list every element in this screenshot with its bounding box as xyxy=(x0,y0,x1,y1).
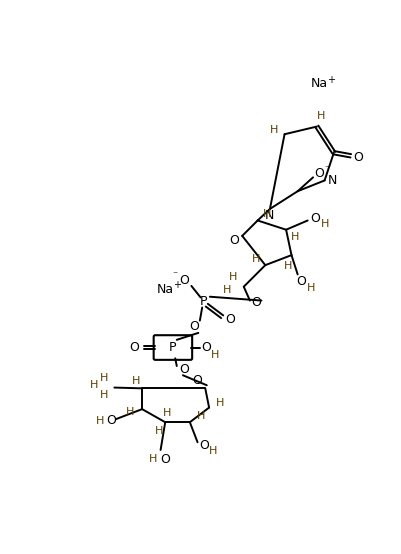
Text: H: H xyxy=(306,283,315,293)
Text: O: O xyxy=(200,341,211,354)
Text: O: O xyxy=(178,274,188,287)
Text: O: O xyxy=(251,296,260,309)
Text: O: O xyxy=(314,167,323,180)
Text: H: H xyxy=(90,380,98,390)
Text: O: O xyxy=(310,212,320,225)
Text: +: + xyxy=(172,280,180,290)
Text: H: H xyxy=(251,254,259,264)
Text: H: H xyxy=(154,427,163,437)
Text: ⁻: ⁻ xyxy=(323,164,329,174)
Text: +: + xyxy=(326,75,334,85)
Text: H: H xyxy=(148,454,157,464)
Text: O: O xyxy=(160,453,170,466)
Text: H: H xyxy=(290,233,299,243)
Text: H: H xyxy=(320,219,328,229)
Text: H: H xyxy=(99,389,107,399)
Text: P: P xyxy=(199,295,207,308)
Text: H: H xyxy=(96,416,105,425)
Text: O: O xyxy=(198,439,208,452)
Text: O: O xyxy=(179,362,189,376)
Text: Na: Na xyxy=(156,283,173,295)
Text: O: O xyxy=(352,151,363,164)
Text: H: H xyxy=(269,125,277,135)
Text: H: H xyxy=(99,372,107,383)
Text: O: O xyxy=(188,320,198,334)
Text: Na: Na xyxy=(310,77,327,90)
Text: H: H xyxy=(162,408,170,418)
Text: H: H xyxy=(316,111,325,121)
Text: N: N xyxy=(265,209,274,222)
Text: H: H xyxy=(211,350,219,360)
Text: O: O xyxy=(229,234,239,247)
Text: ⁻: ⁻ xyxy=(172,270,176,280)
Text: H: H xyxy=(283,261,291,271)
Text: H: H xyxy=(132,376,140,386)
Text: H: H xyxy=(215,398,223,408)
Text: O: O xyxy=(129,341,139,354)
Text: H: H xyxy=(125,407,134,417)
Text: N: N xyxy=(327,174,336,187)
Text: H: H xyxy=(262,209,270,219)
Text: H: H xyxy=(228,273,237,283)
Text: H: H xyxy=(208,447,217,456)
Text: P: P xyxy=(169,341,176,354)
Text: O: O xyxy=(296,275,306,288)
Text: H: H xyxy=(222,285,231,295)
Text: O: O xyxy=(192,374,202,387)
Text: H: H xyxy=(196,411,205,421)
Text: O: O xyxy=(225,314,234,326)
Text: O: O xyxy=(106,414,116,427)
